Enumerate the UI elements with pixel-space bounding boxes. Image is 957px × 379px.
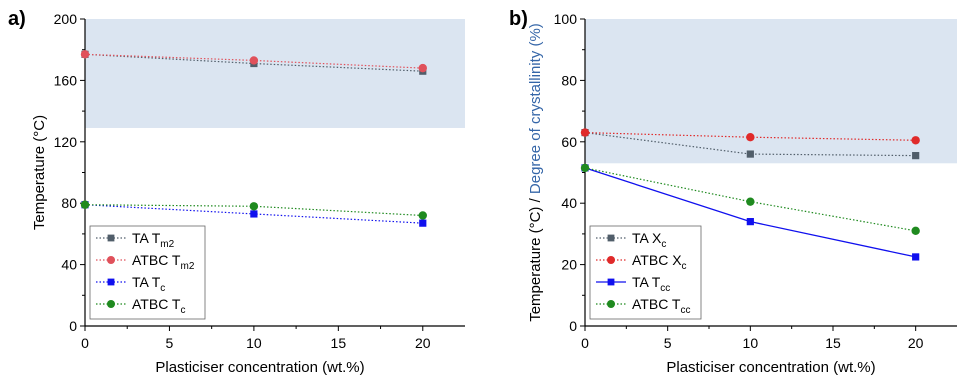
shaded-region bbox=[85, 19, 465, 128]
legend-name: TA X bbox=[632, 230, 662, 246]
y-axis-title-part-0: Temperature (°C) bbox=[31, 115, 48, 230]
y-axis-title: Temperature (°C) bbox=[31, 115, 48, 230]
legend-name: ATBC T bbox=[632, 296, 681, 312]
data-point bbox=[912, 152, 920, 160]
series-1 bbox=[80, 50, 427, 73]
data-point bbox=[418, 63, 427, 73]
legend-subscript: c bbox=[682, 261, 687, 272]
data-point bbox=[912, 253, 920, 261]
legend-subscript: m2 bbox=[181, 261, 195, 272]
panel-label: b) bbox=[509, 8, 528, 30]
legend-entry: ATBC Tc bbox=[132, 296, 186, 316]
legend-entry: ATBC Tm2 bbox=[132, 252, 195, 272]
y-tick-label: 80 bbox=[61, 195, 77, 211]
x-tick-label: 5 bbox=[166, 335, 174, 351]
data-point bbox=[746, 150, 754, 158]
y-tick-label: 0 bbox=[569, 318, 577, 334]
data-point bbox=[580, 128, 590, 137]
series-1 bbox=[580, 128, 920, 145]
data-point bbox=[249, 56, 259, 65]
series-line bbox=[584, 131, 916, 157]
y-tick-label: 100 bbox=[554, 11, 578, 27]
legend-subscript: c bbox=[661, 239, 666, 250]
x-tick-label: 20 bbox=[908, 335, 924, 351]
data-point bbox=[607, 256, 615, 264]
data-point bbox=[580, 163, 590, 173]
x-tick-label: 0 bbox=[581, 335, 589, 351]
x-tick-label: 10 bbox=[246, 335, 262, 351]
data-point bbox=[419, 219, 427, 227]
legend-entry: TA Tm2 bbox=[132, 230, 175, 250]
data-point bbox=[249, 202, 259, 211]
legend-subscript: c bbox=[160, 283, 165, 294]
data-point bbox=[80, 50, 90, 59]
data-point bbox=[250, 210, 258, 218]
legend-name: TA T bbox=[132, 230, 161, 246]
legend-subscript: m2 bbox=[160, 239, 174, 250]
y-tick-label: 40 bbox=[61, 257, 77, 273]
data-point bbox=[911, 136, 920, 145]
y-tick-label: 80 bbox=[561, 72, 577, 88]
x-tick-label: 15 bbox=[825, 335, 841, 351]
data-point bbox=[418, 211, 427, 220]
x-tick-label: 0 bbox=[81, 335, 89, 351]
panel-label: a) bbox=[8, 8, 26, 30]
x-tick-label: 15 bbox=[331, 335, 347, 351]
data-point bbox=[746, 132, 755, 142]
legend-entry: TA Tc bbox=[132, 274, 165, 294]
series-3 bbox=[80, 200, 427, 220]
data-point bbox=[107, 300, 115, 308]
y-axis-title-part-0: Temperature (°C) / bbox=[527, 194, 544, 322]
data-point bbox=[911, 226, 920, 236]
x-axis-title: Plasticiser concentration (wt.%) bbox=[155, 359, 364, 376]
legend-name: TA T bbox=[632, 274, 661, 290]
data-point bbox=[607, 300, 615, 308]
y-tick-label: 20 bbox=[561, 257, 577, 273]
x-tick-label: 5 bbox=[664, 335, 672, 351]
series-3 bbox=[580, 163, 920, 236]
y-tick-label: 200 bbox=[54, 11, 78, 27]
data-point bbox=[107, 234, 115, 242]
chart-panel-a: 0 40 80 120 160 200 0 5 10 15 20 Plasticiser concen… bbox=[8, 8, 465, 376]
data-point bbox=[107, 278, 115, 286]
legend-subscript: cc bbox=[681, 305, 691, 316]
y-tick-label: 60 bbox=[561, 134, 577, 150]
y-tick-label: 40 bbox=[561, 195, 577, 211]
shaded-region bbox=[585, 19, 957, 164]
y-tick-label: 0 bbox=[69, 318, 77, 334]
y-axis-title: Temperature (°C) / Degree of crystallini… bbox=[527, 23, 544, 322]
legend-name: ATBC X bbox=[632, 252, 682, 268]
legend-subscript: cc bbox=[660, 283, 670, 294]
data-point bbox=[80, 200, 90, 209]
chart-panel-b: 0 20 40 60 80 100 0 5 10 15 20 Plasticiser concentr… bbox=[509, 8, 957, 376]
legend-entry: TA Tcc bbox=[632, 274, 670, 294]
y-axis-title-part-1: Degree of crystallinity (%) bbox=[527, 23, 544, 194]
legend-subscript: c bbox=[181, 305, 186, 316]
data-point bbox=[746, 218, 754, 226]
legend-entry: TA Xc bbox=[632, 230, 666, 250]
legend-name: ATBC T bbox=[132, 296, 181, 312]
legend-entry: ATBC Tcc bbox=[632, 296, 691, 316]
legend-entry: ATBC Xc bbox=[632, 252, 687, 272]
data-point bbox=[607, 234, 615, 242]
x-tick-label: 20 bbox=[415, 335, 431, 351]
data-point bbox=[107, 256, 115, 264]
y-tick-label: 120 bbox=[54, 134, 78, 150]
legend-name: ATBC T bbox=[132, 252, 181, 268]
y-tick-label: 160 bbox=[54, 72, 78, 88]
data-point bbox=[746, 197, 755, 206]
data-point bbox=[607, 278, 615, 286]
x-tick-label: 10 bbox=[743, 335, 759, 351]
legend-name: TA T bbox=[132, 274, 161, 290]
x-axis-title: Plasticiser concentration (wt.%) bbox=[666, 359, 875, 376]
